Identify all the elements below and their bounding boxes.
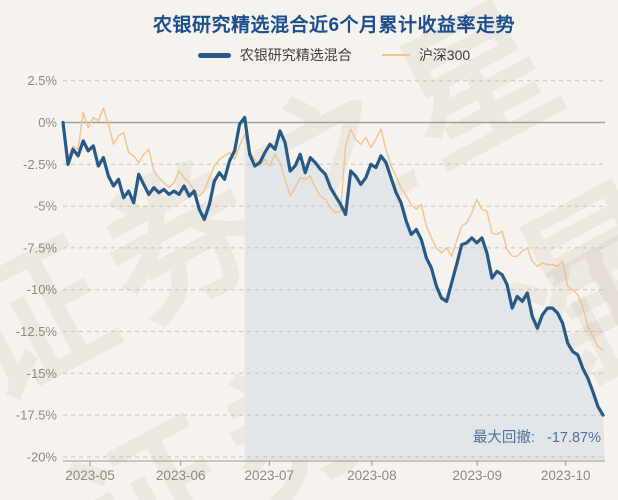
svg-text:-20%: -20% — [27, 449, 58, 464]
legend-item-fund[interactable]: 农银研究精选混合 — [197, 45, 352, 65]
svg-text:-15%: -15% — [27, 366, 58, 381]
svg-text:0%: 0% — [38, 115, 57, 130]
svg-text:2023-06: 2023-06 — [156, 468, 206, 483]
max-drawdown-area — [244, 117, 605, 460]
gridlines — [63, 80, 605, 458]
max-drawdown-value: -17.87% — [546, 430, 601, 446]
legend-label-fund: 农银研究精选混合 — [239, 47, 352, 63]
svg-text:-17.5%: -17.5% — [16, 408, 58, 423]
svg-text:2.5%: 2.5% — [27, 73, 57, 88]
max-drawdown-label: 最大回撤: — [472, 430, 535, 446]
svg-text:-2.5%: -2.5% — [23, 157, 57, 172]
svg-text:2023-07: 2023-07 — [245, 468, 295, 483]
fund-series-line — [61, 115, 605, 417]
svg-text:2023-10: 2023-10 — [541, 468, 591, 483]
csi300-series-line — [62, 107, 604, 351]
svg-text:2023-09: 2023-09 — [452, 468, 502, 483]
y-axis-labels: 2.5% 0% -2.5% -5% -7.5% -10% -12.5% -15% -17.5% -… — [16, 73, 58, 464]
fund-line-swatch-icon — [197, 52, 231, 58]
x-axis: 2023-05 2023-06 2023-07 2023-08 2023-09 2023-… — [63, 460, 605, 483]
svg-text:-10%: -10% — [27, 282, 58, 297]
legend-label-csi300: 沪深300 — [418, 47, 471, 63]
chart-legend: 农银研究精选混合 沪深300 — [63, 45, 605, 65]
svg-text:2023-08: 2023-08 — [347, 468, 397, 483]
svg-text:-7.5%: -7.5% — [23, 240, 57, 255]
max-drawdown-annotation: 最大回撤: -17.87% — [473, 426, 601, 447]
svg-text:2023-05: 2023-05 — [65, 468, 115, 483]
chart-title: 农银研究精选混合近6个月累计收益率走势 — [152, 15, 516, 36]
csi300-line-swatch-icon — [381, 54, 410, 56]
legend-item-csi300[interactable]: 沪深300 — [381, 45, 471, 65]
svg-text:-12.5%: -12.5% — [16, 324, 58, 339]
svg-text:-5%: -5% — [34, 199, 58, 214]
